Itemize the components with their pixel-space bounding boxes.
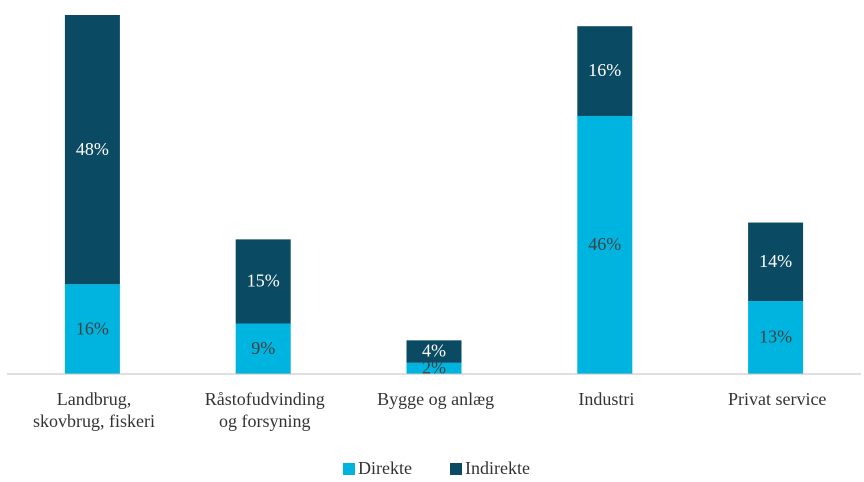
bar-segment <box>406 362 462 374</box>
legend-label: Direkte <box>358 458 412 478</box>
bar-segment <box>235 323 291 374</box>
data-label: 16% <box>588 60 621 80</box>
x-tick-label: Råstofudvinding og forsyning <box>204 389 325 431</box>
bar-segment <box>64 15 120 285</box>
data-label: 15% <box>247 271 280 291</box>
data-label: 13% <box>759 327 792 347</box>
data-label: 4% <box>422 341 446 361</box>
bar-segment <box>577 26 633 116</box>
data-label: 9% <box>251 338 275 358</box>
data-label: 48% <box>76 139 109 159</box>
data-label: 2% <box>422 358 446 378</box>
legend-label: Indirekte <box>465 458 530 478</box>
bar-segment <box>748 222 804 302</box>
bar-segment <box>235 239 291 324</box>
legend-swatch <box>343 463 355 475</box>
x-tick-label: Landbrug, skovbrug, fiskeri <box>33 389 155 431</box>
bar-segment <box>748 301 804 374</box>
legend-swatch <box>450 463 462 475</box>
x-tick-label: Bygge og anlæg <box>377 389 495 409</box>
bar-segment <box>64 284 120 374</box>
x-tick-label: Industri <box>578 389 635 409</box>
bar-segment <box>406 340 462 363</box>
data-label: 46% <box>588 234 621 254</box>
x-tick-label: Privat service <box>727 389 827 409</box>
bar-segment <box>577 115 633 374</box>
data-label: 16% <box>76 318 109 338</box>
data-label: 14% <box>759 251 792 271</box>
